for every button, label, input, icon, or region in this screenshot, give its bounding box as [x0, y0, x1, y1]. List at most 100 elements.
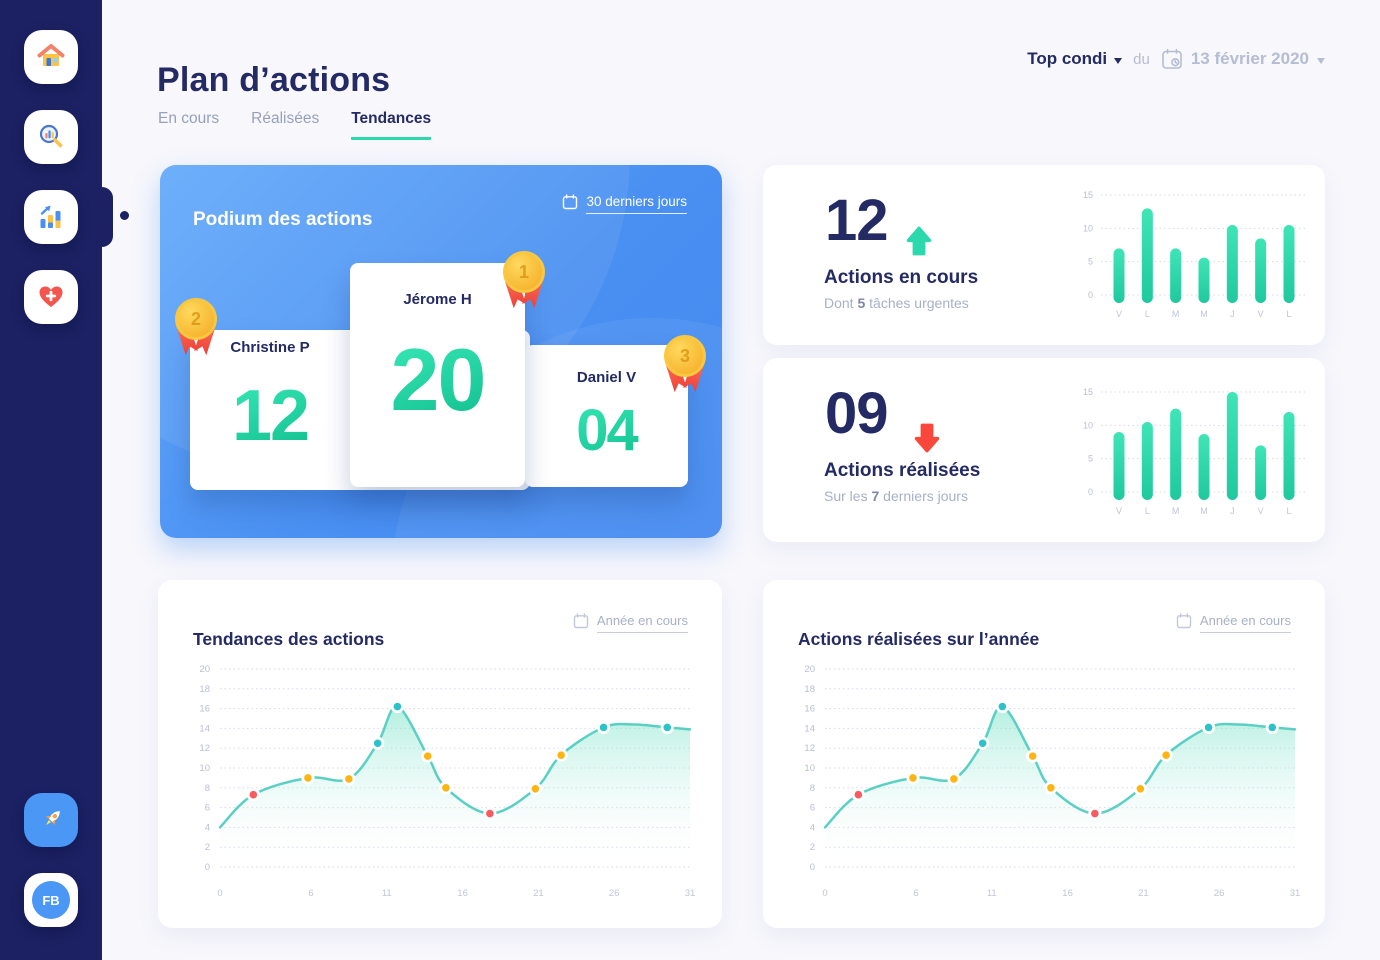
svg-text:0: 0	[217, 888, 222, 899]
svg-text:16: 16	[1062, 888, 1073, 899]
tendances-card: Tendances des actions Année en cours 0 2 4…	[158, 580, 722, 928]
svg-text:26: 26	[1214, 888, 1225, 899]
podium-name: Daniel V	[576, 369, 637, 386]
chevron-down-icon	[1114, 57, 1123, 64]
svg-text:20: 20	[804, 664, 815, 675]
svg-text:6: 6	[205, 803, 210, 814]
active-nav-dot	[120, 211, 129, 220]
medal-rank-2-icon: 2	[175, 298, 217, 360]
svg-text:M: M	[1200, 506, 1208, 516]
tab-realisees[interactable]: Réalisées	[251, 110, 320, 127]
sidebar-avatar[interactable]: FB	[24, 873, 78, 927]
svg-text:J: J	[1230, 309, 1235, 319]
svg-text:10: 10	[804, 763, 815, 774]
svg-text:V: V	[1116, 309, 1122, 319]
podium-name: Jérome H	[403, 291, 472, 308]
stat-subtitle: Sur les 7 derniers jours	[824, 488, 968, 504]
trend-down-arrow-icon	[914, 423, 940, 453]
svg-text:V: V	[1258, 506, 1264, 516]
sidebar-item-home[interactable]	[24, 30, 78, 84]
calendar-icon	[563, 194, 578, 210]
calendar-clock-icon	[1162, 48, 1182, 69]
svg-text:M: M	[1200, 309, 1208, 319]
svg-text:L: L	[1286, 506, 1291, 516]
sidebar-item-stats-active[interactable]	[24, 190, 78, 244]
search-chart-icon	[39, 124, 63, 148]
realisees-annee-line-chart: 0 2 4 6 8 10 12 14 16 18 20 0 6 11 16 21 26 31	[804, 664, 1301, 899]
svg-text:M: M	[1172, 309, 1180, 319]
calendar-icon	[1176, 613, 1192, 629]
rocket-icon	[45, 811, 60, 826]
sidebar-item-rocket[interactable]	[24, 793, 78, 847]
filter-dropdown[interactable]: Top condi	[1027, 49, 1123, 69]
svg-text:15: 15	[1083, 387, 1093, 397]
svg-text:0: 0	[822, 888, 827, 899]
podium-card: Podium des actions 30 derniers jours Chr…	[160, 165, 722, 538]
trend-period-label: Année en cours	[1199, 613, 1291, 633]
svg-text:26: 26	[609, 888, 620, 899]
chevron-down-icon	[1317, 57, 1325, 64]
svg-text:11: 11	[987, 888, 997, 899]
trend-title: Tendances des actions	[193, 628, 385, 649]
en-cours-bar-chart: 15 10 5 0 V L M M J V L	[1083, 190, 1305, 319]
podium-period-selector[interactable]: 30 derniers jours	[562, 194, 687, 214]
svg-text:12: 12	[199, 743, 210, 754]
svg-text:20: 20	[199, 664, 210, 675]
tendances-line-chart: 0 2 4 6 8 10 12 14 16 18 20 0 6 11 16 21 26 31	[199, 664, 696, 899]
page-title: Plan d’actions	[157, 60, 391, 99]
svg-text:6: 6	[913, 888, 918, 899]
svg-text:M: M	[1172, 506, 1180, 516]
svg-text:21: 21	[533, 888, 544, 899]
svg-text:J: J	[1230, 506, 1235, 516]
svg-text:V: V	[1258, 309, 1264, 319]
sidebar: FB	[0, 0, 102, 960]
podium-name: Christine P	[230, 339, 310, 356]
svg-text:8: 8	[810, 783, 815, 794]
tabs: En cours Réalisées Tendances	[158, 110, 432, 140]
stat-title: Actions en cours	[824, 267, 979, 288]
stat-value: 09	[825, 381, 889, 446]
date-dropdown[interactable]: 13 février 2020	[1161, 48, 1325, 70]
date-label: 13 février 2020	[1190, 49, 1309, 68]
svg-text:31: 31	[685, 888, 696, 899]
svg-text:16: 16	[457, 888, 468, 899]
realisees-bar-chart: 15 10 5 0 V L M M J V L	[1083, 387, 1305, 516]
podium-period-label: 30 derniers jours	[586, 194, 687, 214]
svg-text:16: 16	[199, 704, 210, 715]
svg-text:L: L	[1145, 506, 1150, 516]
svg-text:10: 10	[199, 763, 210, 774]
stat-title: Actions réalisées	[824, 460, 981, 481]
medal-rank-1-icon: 1	[503, 251, 545, 313]
header-controls: Top condi du 13 février 2020	[1027, 48, 1325, 70]
svg-text:14: 14	[804, 723, 815, 734]
svg-text:L: L	[1286, 309, 1291, 319]
svg-text:0: 0	[1088, 487, 1093, 497]
podium-score: 20	[350, 336, 525, 424]
podium-step-first: Jérome H 20	[350, 263, 525, 487]
sidebar-item-health[interactable]	[24, 270, 78, 324]
trend-period-selector[interactable]: Année en cours	[1176, 613, 1291, 633]
svg-text:L: L	[1145, 309, 1150, 319]
trend-period-selector[interactable]: Année en cours	[573, 613, 688, 633]
svg-text:16: 16	[804, 704, 815, 715]
realisees-annee-card: Actions réalisées sur l’année Année en c…	[763, 580, 1325, 928]
heart-plus-icon	[39, 286, 63, 307]
svg-text:0: 0	[205, 862, 210, 873]
filter-label: Top condi	[1027, 49, 1108, 68]
medal-rank-3-icon: 3	[664, 335, 706, 397]
svg-text:31: 31	[1290, 888, 1301, 899]
tab-en-cours[interactable]: En cours	[158, 110, 220, 127]
sidebar-item-search[interactable]	[24, 110, 78, 164]
svg-text:8: 8	[205, 783, 210, 794]
podium-score: 04	[525, 402, 688, 460]
podium-score: 12	[190, 380, 350, 452]
svg-text:18: 18	[199, 684, 210, 695]
avatar-initials: FB	[42, 892, 60, 908]
tab-tendances[interactable]: Tendances	[351, 110, 432, 140]
podium-title: Podium des actions	[193, 208, 373, 230]
stat-subtitle: Dont 5 tâches urgentes	[824, 295, 969, 311]
calendar-icon	[573, 613, 589, 629]
svg-text:V: V	[1116, 506, 1122, 516]
stat-value: 12	[825, 188, 889, 253]
svg-text:2: 2	[205, 842, 210, 853]
